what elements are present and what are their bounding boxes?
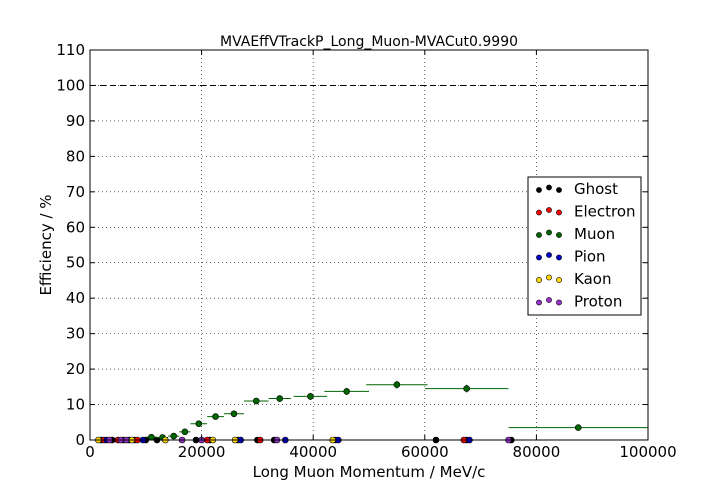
legend-marker — [556, 254, 562, 261]
legend-marker — [546, 274, 552, 281]
y-tick-label: 30 — [66, 325, 85, 343]
series-muon — [145, 380, 648, 441]
data-point — [252, 397, 260, 405]
x-axis-label: Long Muon Momentum / MeV/c — [253, 463, 486, 481]
x-tick-label: 100000 — [619, 443, 676, 461]
x-tick-label: 20000 — [178, 443, 226, 461]
y-tick-label: 100 — [56, 76, 85, 94]
legend-label: Muon — [574, 225, 615, 243]
y-tick-label: 0 — [75, 431, 85, 449]
legend-marker — [546, 297, 552, 303]
data-point — [212, 413, 219, 420]
data-point — [170, 432, 177, 440]
legend-entry-muon: Muon — [536, 225, 615, 243]
data-point — [181, 428, 189, 436]
data-point — [276, 395, 284, 402]
legend-marker — [546, 229, 552, 236]
legend-label: Electron — [574, 203, 636, 221]
y-tick-label: 40 — [66, 289, 85, 307]
legend-marker — [556, 277, 562, 283]
legend-entry-ghost: Ghost — [536, 180, 618, 198]
legend-label: Ghost — [574, 180, 618, 198]
x-tick-label: 40000 — [289, 443, 337, 461]
x-tick-label: 60000 — [401, 443, 449, 461]
data-point — [343, 388, 350, 395]
data-point — [463, 385, 470, 392]
y-tick-label: 90 — [66, 112, 85, 130]
data-point — [230, 410, 238, 418]
legend-marker — [546, 252, 552, 258]
legend-box — [527, 176, 642, 316]
y-tick-label: 10 — [66, 396, 85, 414]
y-tick-label: 70 — [66, 183, 85, 201]
legend-marker — [556, 232, 562, 238]
y-tick-label: 20 — [66, 360, 85, 378]
legend-marker — [536, 187, 542, 193]
data-point — [574, 424, 582, 431]
legend-marker — [546, 207, 552, 213]
data-point — [195, 420, 203, 427]
axis-ticks: 0 10 20 30 40 50 60 70 80 90 100 110 0 20000 40000 6000… — [56, 41, 676, 461]
legend-label: Kaon — [574, 270, 611, 288]
y-tick-label: 80 — [66, 147, 85, 165]
legend-marker — [556, 209, 562, 216]
data-point — [148, 433, 155, 441]
legend-marker — [556, 299, 562, 306]
x-tick-label: 80000 — [513, 443, 561, 461]
legend-marker — [536, 277, 542, 283]
data-point — [393, 381, 401, 388]
legend-label: Proton — [574, 293, 622, 311]
legend-entry-proton: Proton — [536, 293, 622, 311]
legend-marker — [536, 299, 542, 306]
legend-marker — [546, 184, 552, 191]
chart-title: MVAEffVTrackP_Long_Muon-MVACut0.9990 — [220, 34, 518, 50]
y-tick-label: 50 — [66, 254, 85, 272]
legend-marker — [536, 232, 542, 238]
legend: Ghost Electron Muon Pion Kaon Proton — [527, 176, 642, 316]
plot-frame — [89, 49, 649, 441]
legend-label: Pion — [574, 248, 606, 266]
data-point — [307, 393, 314, 400]
legend-entry-pion: Pion — [536, 248, 606, 266]
x-tick-label: 0 — [85, 443, 95, 461]
legend-marker — [536, 209, 542, 216]
y-axis-label: Efficiency / % — [37, 194, 55, 295]
legend-marker — [536, 254, 542, 261]
y-tick-label: 60 — [66, 218, 85, 236]
legend-marker — [556, 187, 562, 193]
legend-entry-electron: Electron — [536, 203, 636, 221]
y-tick-label: 110 — [56, 41, 85, 59]
legend-entry-kaon: Kaon — [536, 270, 611, 288]
